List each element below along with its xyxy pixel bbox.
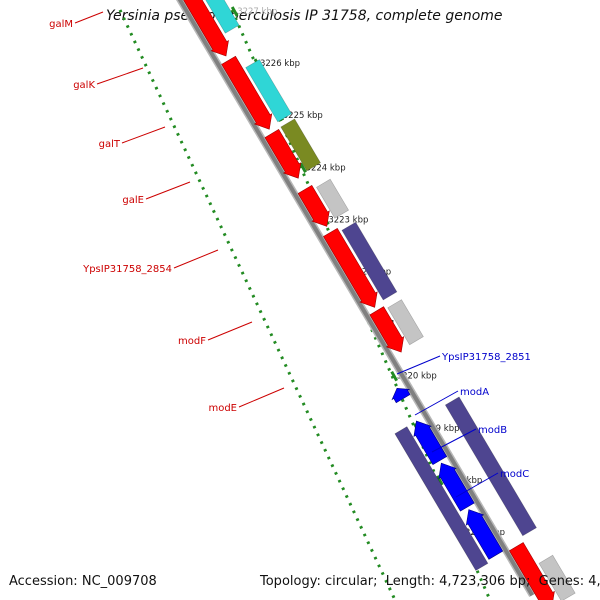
gene-label-mode: modE <box>208 403 237 414</box>
cog-box <box>538 554 576 600</box>
cog-box <box>387 299 424 346</box>
leader-line <box>238 387 285 408</box>
forward-gene-arrow <box>221 55 273 130</box>
ruler-tick-label: 3227 kbp <box>237 7 277 17</box>
topology-label: Topology: <box>260 574 321 589</box>
ruler-tick-label: 3225 kbp <box>283 111 323 121</box>
accession-info: Accession: NC_009708 <box>9 574 157 589</box>
reverse-gene-arrow <box>465 509 504 560</box>
leader-line <box>96 67 144 85</box>
ruler-tick-label: 3220 kbp <box>397 372 437 382</box>
gene-label-ypsip31758_2851: YpsIP31758_2851 <box>441 352 531 363</box>
gene-label-moda: modA <box>460 387 489 398</box>
ruler-tick <box>435 475 444 486</box>
forward-gene-arrow <box>323 227 378 308</box>
cog-box-reverse <box>394 426 489 571</box>
gene-label-modb: modB <box>478 425 507 436</box>
gene-label-modf: modF <box>178 336 206 347</box>
ruler-tick-label: 3219 kbp <box>419 424 459 434</box>
leader-line <box>455 472 499 498</box>
gene-label-modc: modC <box>500 469 529 480</box>
ruler-tick-label: 3223 kbp <box>328 215 368 225</box>
cog-box <box>205 0 240 34</box>
leader-line <box>173 249 219 269</box>
topology-value: circular <box>324 574 374 589</box>
ruler-tick <box>230 6 239 17</box>
leader-line <box>414 390 459 416</box>
gene-label-galk: galK <box>73 80 95 91</box>
forward-gene-arrow <box>297 184 330 227</box>
forward-gene-arrow <box>508 542 555 600</box>
forward-strand-track <box>183 0 555 600</box>
cog-box <box>245 59 292 123</box>
leader-line <box>431 428 477 453</box>
gene-label-galt: galT <box>99 139 121 150</box>
gene-label-galm: galM <box>49 19 73 30</box>
reverse-gene-arrow <box>391 387 411 404</box>
cog-box <box>316 178 350 219</box>
cog-track <box>205 0 576 600</box>
forward-gene-arrow <box>264 128 302 179</box>
leader-line <box>74 11 104 24</box>
reverse-gene-arrow <box>438 462 475 512</box>
ruler-tick <box>299 162 307 174</box>
cog-box <box>280 118 321 172</box>
leader-line <box>121 126 166 144</box>
ruler-line-inner <box>118 9 397 600</box>
leader-line <box>396 355 441 375</box>
genes-label: Genes: <box>538 574 585 589</box>
gene-label-ypsip31758_2854: YpsIP31758_2854 <box>82 264 172 275</box>
reverse-strand-track <box>391 387 504 560</box>
genome-summary: Topology: circular; Length: 4,723,306 bp… <box>260 574 600 589</box>
backbone <box>176 0 536 598</box>
ruler-tick-label: 3226 kbp <box>260 59 300 69</box>
genes-value: 4,257 <box>588 574 600 589</box>
length-value: 4,723,306 bp <box>439 574 526 589</box>
reverse-gene-arrow <box>413 420 448 466</box>
forward-gene-arrow <box>183 0 229 57</box>
gene-label-gale: galE <box>122 195 144 206</box>
ruler-tick <box>390 370 398 382</box>
accession-label: Accession: <box>9 574 78 589</box>
gene-labels: galM galK galT galE YpsIP31758_2854 modF modE Y… <box>49 11 531 498</box>
cog-box <box>341 221 398 301</box>
length-label: Length: <box>385 574 436 589</box>
cog-box <box>444 396 537 537</box>
forward-gene-arrow <box>369 306 405 353</box>
accession-value: NC_009708 <box>81 574 157 589</box>
backbone-shadow <box>176 0 536 598</box>
ruler-tick-label: 3224 kbp <box>306 163 346 173</box>
leader-line <box>207 321 253 341</box>
leader-line <box>145 181 191 200</box>
